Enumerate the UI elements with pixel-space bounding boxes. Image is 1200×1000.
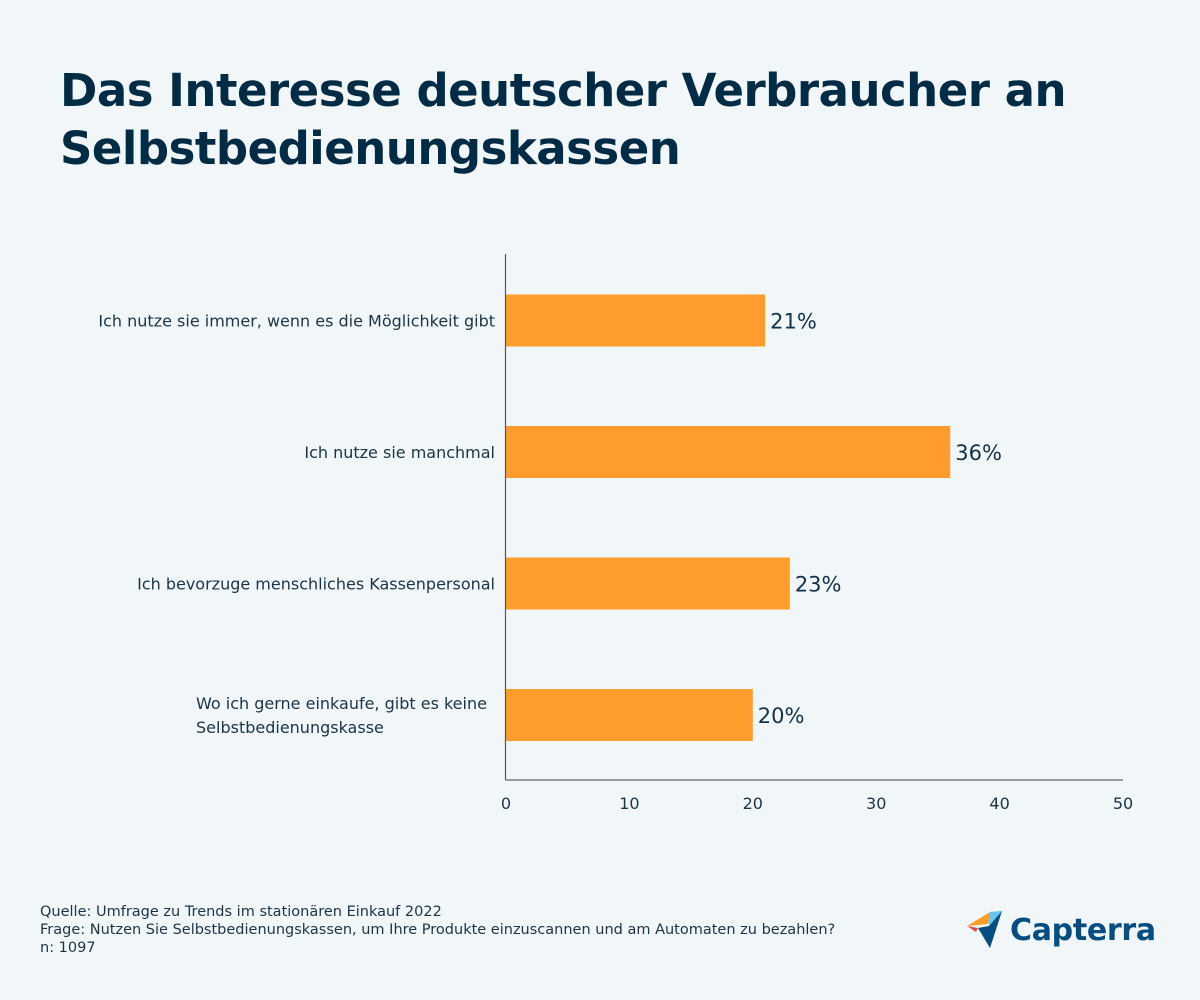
sample-size-note: n: 1097 xyxy=(40,940,96,956)
value-label: 20% xyxy=(758,704,805,728)
bar xyxy=(506,426,951,478)
footer-notes: Quelle: Umfrage zu Trends im stationären… xyxy=(40,903,835,957)
value-label: 21% xyxy=(770,310,817,334)
value-labels: 21% 36% 23% 20% xyxy=(758,310,1002,729)
source-note: Quelle: Umfrage zu Trends im stationären… xyxy=(40,904,442,920)
category-label: Ich nutze sie manchmal xyxy=(304,443,495,462)
category-label: Ich nutze sie immer, wenn es die Möglich… xyxy=(98,312,495,331)
bars-layer xyxy=(506,294,951,741)
x-tick-label: 0 xyxy=(501,794,511,813)
capterra-arrow-icon xyxy=(967,911,1002,948)
x-tick-label: 50 xyxy=(1113,794,1133,813)
x-axis-ticks: 0 10 20 30 40 50 xyxy=(501,794,1133,813)
bar xyxy=(506,294,766,347)
question-note: Frage: Nutzen Sie Selbstbedienungskassen… xyxy=(40,922,836,938)
x-tick-label: 30 xyxy=(866,794,886,813)
chart-title: Das Interesse deutscher Verbraucher an S… xyxy=(60,64,1066,175)
capterra-wordmark: Capterra xyxy=(1010,912,1156,948)
capterra-logo: Capterra xyxy=(966,910,1156,950)
category-label: Wo ich gerne einkaufe, gibt es keine xyxy=(196,694,487,713)
value-label: 36% xyxy=(955,441,1002,465)
category-labels: Ich nutze sie immer, wenn es die Möglich… xyxy=(98,312,495,738)
category-label: Ich bevorzuge menschliches Kassenpersona… xyxy=(137,575,495,594)
x-tick-label: 20 xyxy=(743,794,763,813)
x-tick-label: 10 xyxy=(619,794,639,813)
bar xyxy=(506,689,753,741)
bar xyxy=(506,557,790,610)
x-tick-label: 40 xyxy=(989,794,1009,813)
category-label: Selbstbedienungskasse xyxy=(196,718,384,737)
value-label: 23% xyxy=(795,573,842,597)
